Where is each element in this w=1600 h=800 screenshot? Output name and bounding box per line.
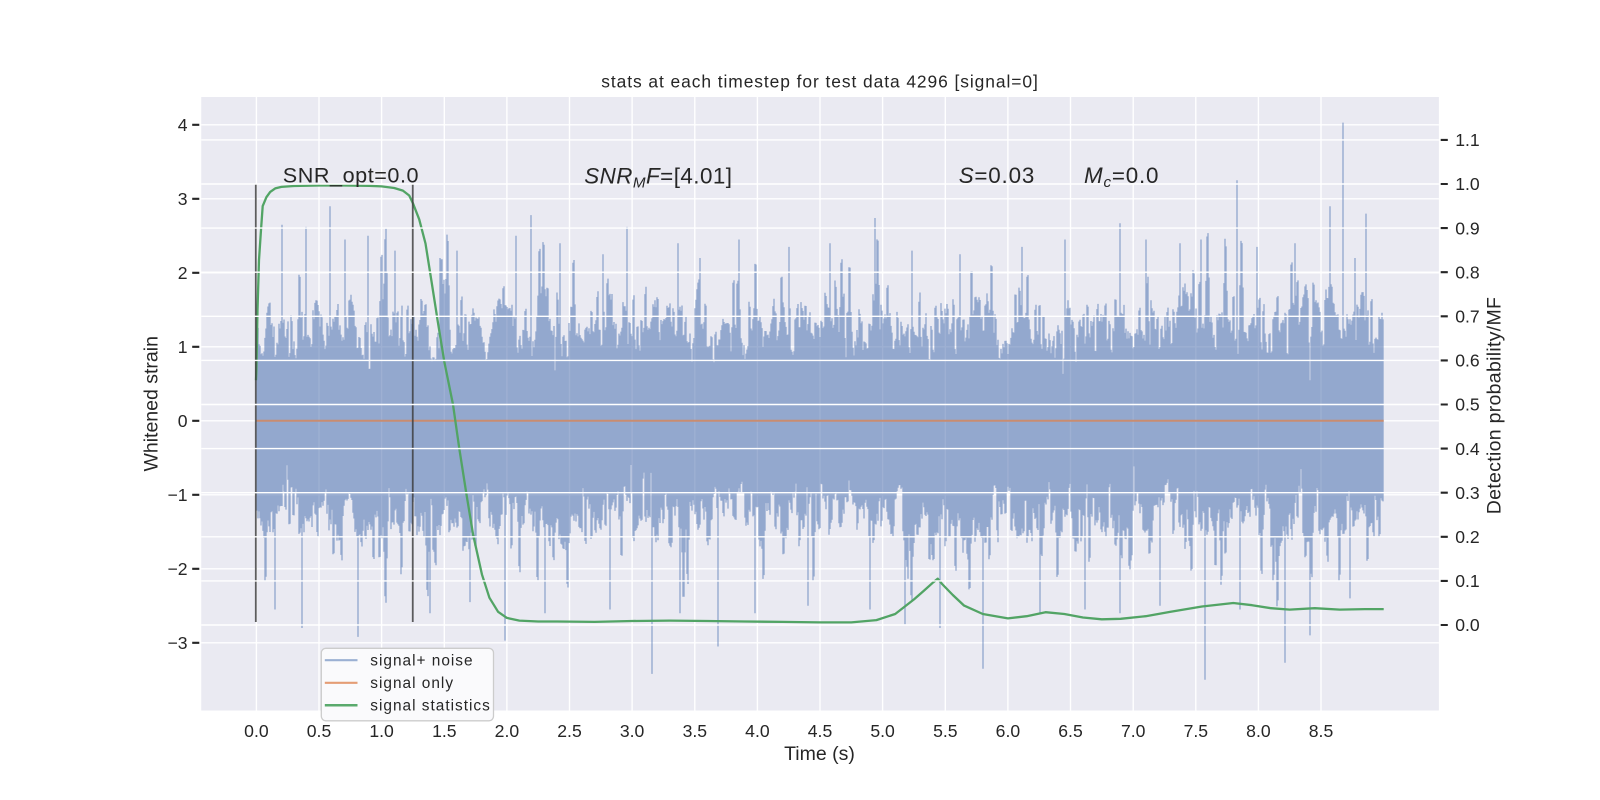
svg-text:Time (s): Time (s) [784, 743, 855, 765]
svg-text:0.7: 0.7 [1455, 307, 1479, 327]
svg-text:Mc=0.0: Mc=0.0 [1084, 163, 1159, 191]
svg-text:signal statistics: signal statistics [370, 698, 491, 715]
svg-text:0.3: 0.3 [1455, 483, 1480, 503]
svg-text:SNRMF=[4.01]: SNRMF=[4.01] [584, 163, 732, 191]
svg-text:signal+ noise: signal+ noise [370, 653, 473, 670]
svg-text:Whitened strain: Whitened strain [141, 336, 163, 471]
svg-text:1: 1 [178, 337, 188, 357]
svg-text:stats at each timestep for tes: stats at each timestep for test data 429… [601, 72, 1038, 92]
svg-text:0.9: 0.9 [1455, 218, 1479, 238]
svg-text:0.5: 0.5 [1455, 395, 1480, 415]
svg-text:2.0: 2.0 [495, 721, 520, 741]
svg-text:Detection probability/MF: Detection probability/MF [1484, 297, 1506, 514]
svg-text:1.0: 1.0 [369, 721, 394, 741]
svg-text:6.0: 6.0 [996, 721, 1021, 741]
svg-text:0.2: 0.2 [1455, 527, 1479, 547]
svg-text:4.0: 4.0 [745, 721, 770, 741]
svg-text:7.0: 7.0 [1121, 721, 1146, 741]
svg-text:0.0: 0.0 [1455, 615, 1480, 635]
svg-text:3: 3 [178, 189, 188, 209]
svg-text:8.0: 8.0 [1246, 721, 1271, 741]
svg-text:4: 4 [178, 115, 188, 135]
svg-text:7.5: 7.5 [1184, 721, 1209, 741]
svg-text:0.1: 0.1 [1455, 571, 1479, 591]
svg-text:0.5: 0.5 [307, 721, 332, 741]
svg-text:3.5: 3.5 [683, 721, 708, 741]
svg-text:0: 0 [178, 411, 188, 431]
svg-text:signal only: signal only [370, 675, 454, 692]
svg-text:2.5: 2.5 [557, 721, 582, 741]
svg-text:1.5: 1.5 [432, 721, 457, 741]
svg-text:S=0.03: S=0.03 [959, 163, 1035, 188]
svg-text:1.1: 1.1 [1455, 130, 1479, 150]
svg-text:1.0: 1.0 [1455, 174, 1480, 194]
svg-text:8.5: 8.5 [1309, 721, 1334, 741]
svg-text:0.8: 0.8 [1455, 262, 1480, 282]
svg-text:−3: −3 [168, 633, 188, 653]
svg-text:5.5: 5.5 [933, 721, 958, 741]
svg-text:5.0: 5.0 [870, 721, 895, 741]
svg-text:SNR_opt=0.0: SNR_opt=0.0 [283, 162, 419, 187]
svg-text:4.5: 4.5 [808, 721, 833, 741]
svg-text:2: 2 [178, 263, 188, 283]
svg-text:0.0: 0.0 [244, 721, 269, 741]
svg-text:−1: −1 [168, 485, 188, 505]
svg-text:6.5: 6.5 [1058, 721, 1083, 741]
svg-text:0.4: 0.4 [1455, 439, 1480, 459]
svg-text:−2: −2 [168, 559, 188, 579]
svg-text:0.6: 0.6 [1455, 351, 1480, 371]
svg-text:3.0: 3.0 [620, 721, 645, 741]
